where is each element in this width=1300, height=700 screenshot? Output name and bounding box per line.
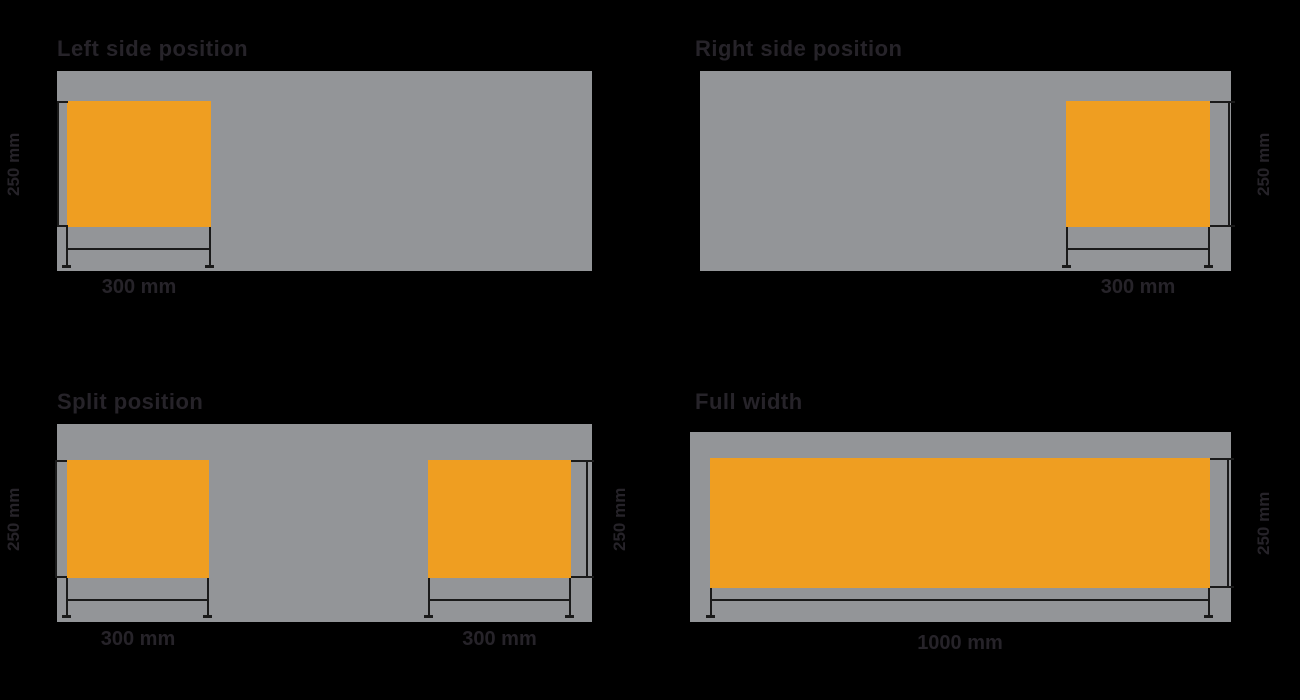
width-label: 300 mm	[101, 276, 177, 298]
highlight-area-left	[67, 460, 209, 578]
width-dimension-line	[1066, 248, 1210, 250]
panel-title: Split position	[57, 389, 204, 414]
highlight-area-right	[428, 460, 571, 578]
height-bracket-line	[1227, 458, 1229, 588]
width-end-tick-right	[1204, 265, 1213, 268]
height-label-right: 250 mm	[610, 487, 629, 551]
height-label: 250 mm	[4, 132, 23, 196]
width-end-tick-left	[62, 615, 71, 618]
width-extension-line-right	[1208, 588, 1210, 618]
height-bracket-tick-bottom	[1210, 586, 1234, 588]
width-extension-line-left	[710, 588, 712, 618]
height-label: 250 mm	[1254, 132, 1273, 196]
width-end-tick-left	[62, 265, 71, 268]
height-label: 250 mm	[1254, 491, 1273, 555]
height-label-left: 250 mm	[4, 487, 23, 551]
width-extension-line-left	[428, 578, 430, 618]
height-bracket-tick-bottom	[1210, 225, 1235, 227]
width-end-tick-right	[203, 615, 212, 618]
width-end-tick-left	[706, 615, 715, 618]
width-dimension-line	[428, 599, 571, 601]
width-dimension-line	[710, 599, 1210, 601]
height-bracket-tick-top	[55, 460, 67, 462]
width-end-tick-left	[1062, 265, 1071, 268]
width-end-tick-right	[1204, 615, 1213, 618]
height-bracket-line-left	[55, 460, 57, 578]
highlight-area-full	[710, 458, 1210, 588]
panel-title: Right side position	[695, 36, 903, 61]
width-extension-line-left	[66, 578, 68, 618]
width-extension-line-left	[1066, 227, 1068, 268]
width-label: 300 mm	[1100, 276, 1176, 298]
panel-title: Full width	[695, 389, 803, 414]
height-bracket-tick-bottom	[57, 225, 68, 227]
width-end-tick-left	[424, 615, 433, 618]
panel-title: Left side position	[57, 36, 249, 61]
width-dimension-line	[66, 248, 211, 250]
height-bracket-line-right	[586, 460, 588, 578]
height-bracket-tick-top	[57, 101, 68, 103]
width-label-left: 300 mm	[100, 628, 176, 650]
height-bracket-line	[1228, 101, 1230, 227]
height-bracket-tick-top	[1210, 101, 1235, 103]
width-label: 1000 mm	[917, 632, 1003, 654]
width-dimension-line	[66, 599, 209, 601]
width-extension-line-right	[209, 227, 211, 268]
height-bracket-tick-bottom	[55, 576, 67, 578]
width-extension-line-right	[569, 578, 571, 618]
height-bracket-line	[57, 101, 59, 227]
width-end-tick-right	[205, 265, 214, 268]
highlight-area-left	[67, 101, 211, 227]
height-bracket-tick-bottom	[571, 576, 594, 578]
width-extension-line-left	[66, 227, 68, 268]
height-bracket-tick-top	[1210, 458, 1234, 460]
width-end-tick-right	[565, 615, 574, 618]
width-extension-line-right	[207, 578, 209, 618]
highlight-area-right	[1066, 101, 1210, 227]
width-label-right: 300 mm	[462, 628, 537, 650]
width-extension-line-right	[1208, 227, 1210, 268]
height-bracket-tick-top	[571, 460, 594, 462]
